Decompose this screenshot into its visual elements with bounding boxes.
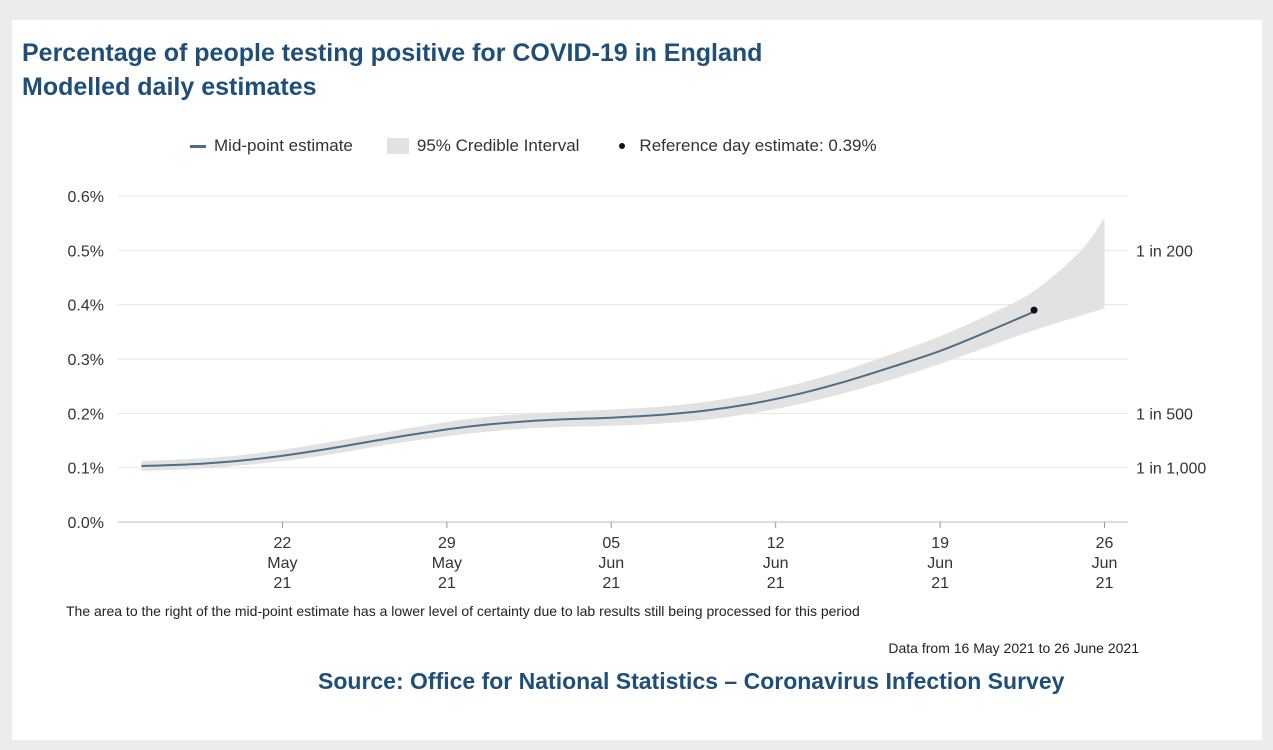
reference-day-point — [1030, 306, 1038, 314]
x-tick-day: 19 — [931, 535, 949, 552]
secondary-axis-label: 1 in 1,000 — [1136, 461, 1206, 478]
legend-item-interval: 95% Credible Interval — [386, 136, 580, 156]
x-tick-month: Jun — [927, 555, 953, 572]
credible-interval-band — [141, 217, 1105, 471]
legend-dot-swatch — [619, 143, 626, 149]
x-tick-year: 21 — [602, 575, 620, 592]
legend-line-swatch — [190, 144, 206, 148]
x-tick-day: 05 — [602, 535, 620, 552]
data-range-note: Data from 16 May 2021 to 26 June 2021 — [888, 640, 1139, 656]
legend-label-midpoint: Mid-point estimate — [214, 136, 353, 155]
legend-item-midpoint: Mid-point estimate — [190, 136, 353, 156]
y-tick-label: 0.0% — [68, 515, 104, 532]
x-tick-day: 22 — [274, 535, 292, 552]
chart-title-block: Percentage of people testing positive fo… — [22, 36, 762, 104]
series-line-midpoint — [141, 310, 1035, 467]
secondary-axis-label: 1 in 200 — [1136, 243, 1193, 260]
x-tick-year: 21 — [931, 575, 949, 592]
y-tick-label: 0.5% — [68, 243, 104, 260]
x-tick-day: 12 — [767, 535, 785, 552]
x-tick-month: May — [267, 555, 297, 572]
x-tick-year: 21 — [438, 575, 456, 592]
x-tick-year: 21 — [1096, 575, 1114, 592]
certainty-note: The area to the right of the mid-point e… — [66, 603, 860, 619]
secondary-axis-label: 1 in 500 — [1136, 406, 1193, 423]
chart-card — [12, 20, 1262, 740]
legend-item-reference: Reference day estimate: 0.39% — [613, 136, 877, 156]
x-tick-month: Jun — [1092, 555, 1118, 572]
x-tick-month: Jun — [763, 555, 789, 572]
legend-label-reference: Reference day estimate: 0.39% — [639, 136, 877, 155]
source-credit: Source: Office for National Statistics –… — [318, 668, 1065, 694]
x-tick-year: 21 — [274, 575, 292, 592]
x-tick-day: 26 — [1096, 535, 1114, 552]
x-tick-year: 21 — [767, 575, 785, 592]
x-tick-month: May — [432, 555, 462, 572]
legend-label-interval: 95% Credible Interval — [416, 136, 580, 155]
chart-title: Percentage of people testing positive fo… — [22, 39, 763, 67]
y-tick-label: 0.2% — [68, 406, 104, 423]
x-tick-month: Jun — [598, 555, 624, 572]
chart-legend: Mid-point estimate 95% Credible Interval… — [190, 136, 877, 156]
x-tick-day: 29 — [438, 535, 456, 552]
y-tick-label: 0.6% — [68, 189, 104, 206]
y-tick-label: 0.1% — [68, 461, 104, 478]
legend-band-swatch — [386, 138, 409, 154]
y-tick-label: 0.3% — [68, 352, 104, 369]
chart-subtitle: Modelled daily estimates — [22, 73, 317, 101]
y-tick-label: 0.4% — [68, 298, 104, 315]
